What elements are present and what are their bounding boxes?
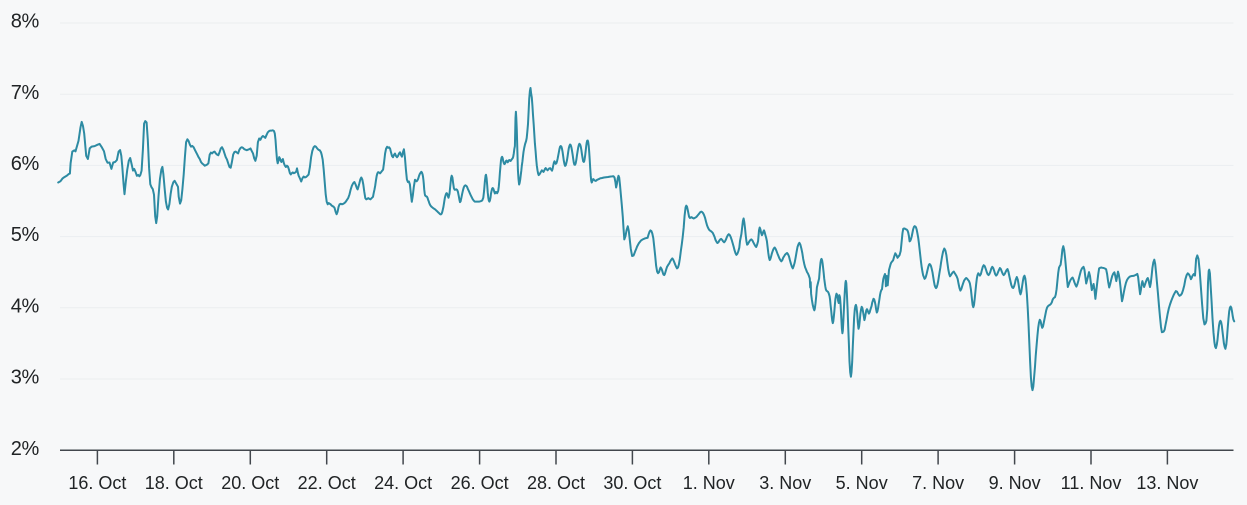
svg-text:16. Oct: 16. Oct <box>68 473 126 493</box>
svg-text:8%: 8% <box>11 11 40 33</box>
svg-text:20. Oct: 20. Oct <box>221 473 279 493</box>
svg-text:24. Oct: 24. Oct <box>374 473 432 493</box>
svg-text:9. Nov: 9. Nov <box>989 473 1041 493</box>
svg-text:7%: 7% <box>11 82 40 104</box>
svg-text:11. Nov: 11. Nov <box>1061 473 1122 493</box>
svg-text:26. Oct: 26. Oct <box>451 473 509 493</box>
svg-text:3%: 3% <box>11 367 40 389</box>
svg-text:1. Nov: 1. Nov <box>683 473 735 493</box>
svg-text:2%: 2% <box>11 438 40 460</box>
svg-text:4%: 4% <box>11 295 40 317</box>
svg-text:30. Oct: 30. Oct <box>603 473 661 493</box>
svg-text:18. Oct: 18. Oct <box>145 473 203 493</box>
svg-text:6%: 6% <box>11 153 40 175</box>
svg-text:3. Nov: 3. Nov <box>759 473 811 493</box>
svg-text:28. Oct: 28. Oct <box>527 473 585 493</box>
svg-text:5%: 5% <box>11 224 40 246</box>
svg-text:22. Oct: 22. Oct <box>298 473 356 493</box>
svg-text:13. Nov: 13. Nov <box>1136 473 1198 493</box>
svg-text:5. Nov: 5. Nov <box>836 473 888 493</box>
svg-text:7. Nov: 7. Nov <box>912 473 964 493</box>
